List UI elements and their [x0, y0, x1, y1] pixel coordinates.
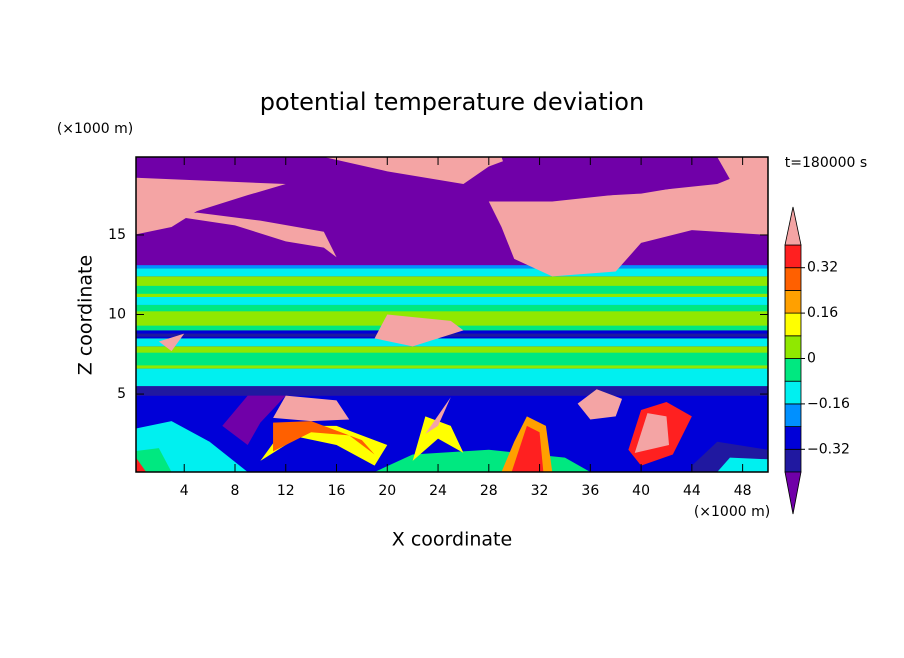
time-label: t=180000 s	[785, 155, 867, 171]
colorbar-tick-label: 0.32	[807, 260, 838, 276]
colorbar-arrow-bottom	[784, 471, 802, 515]
x-tick-label: 16	[328, 483, 346, 499]
contour-region	[511, 425, 544, 472]
contour-band	[136, 338, 768, 347]
contour-band	[136, 297, 768, 305]
x-tick-label: 36	[581, 483, 599, 499]
colorbar-box	[784, 380, 802, 405]
contour-band	[136, 352, 768, 366]
colorbar-tick-label: −0.32	[807, 441, 850, 457]
contour-region	[425, 397, 451, 434]
colorbar-tick-label: −0.16	[807, 396, 850, 412]
colorbar-box	[784, 289, 802, 314]
contour-region	[501, 157, 718, 199]
chart-title: potential temperature deviation	[260, 88, 644, 116]
contour-region	[634, 413, 670, 453]
colorbar-tick-label: 0.16	[807, 305, 838, 321]
colorbar-box	[784, 244, 802, 269]
contour-field	[136, 157, 768, 472]
contour-band	[136, 333, 768, 337]
contour-band	[136, 265, 768, 269]
contour-region	[273, 395, 350, 422]
y-tick-label: 15	[108, 227, 126, 243]
colorbar-box	[784, 403, 802, 427]
y-axis-label: Z coordinate	[75, 255, 97, 375]
x-tick-label: 48	[734, 483, 752, 499]
contour-region	[577, 389, 623, 420]
colorbar-box	[784, 448, 802, 473]
x-tick-label: 20	[378, 483, 396, 499]
contour-region	[374, 314, 464, 347]
contour-region	[171, 212, 337, 258]
x-tick-label: 40	[632, 483, 650, 499]
contour-band	[136, 311, 768, 326]
x-tick-label: 8	[231, 483, 240, 499]
x-axis-label: X coordinate	[392, 529, 512, 551]
colorbar-box	[784, 335, 802, 359]
colorbar-box	[784, 358, 802, 382]
x-tick-label: 32	[531, 483, 549, 499]
x-unit: (×1000 m)	[694, 504, 770, 520]
x-tick-label: 12	[277, 483, 295, 499]
contour-band	[136, 268, 768, 277]
contour-region	[136, 448, 172, 472]
colorbar-box	[784, 426, 802, 450]
contour-region	[717, 157, 768, 180]
colorbar-arrow-top	[784, 206, 802, 246]
contour-band	[136, 368, 768, 387]
colorbar-tick-label: 0	[807, 351, 816, 367]
contour-region	[222, 395, 286, 445]
x-tick-label: 4	[180, 483, 189, 499]
x-tick-label: 44	[683, 483, 701, 499]
contour-region	[136, 157, 515, 185]
y-tick-label: 5	[117, 386, 126, 402]
contour-region	[273, 421, 375, 455]
contour-band	[136, 285, 768, 294]
contour-region	[488, 163, 768, 277]
colorbar-box	[784, 312, 802, 337]
colorbar-box	[784, 267, 802, 291]
x-tick-label: 24	[429, 483, 447, 499]
contour-band	[136, 386, 768, 396]
y-unit: (×1000 m)	[57, 121, 133, 137]
contour-region	[158, 333, 185, 352]
y-tick-label: 10	[108, 307, 126, 323]
contour-region	[136, 457, 147, 472]
contour-region	[136, 177, 286, 235]
contour-region	[412, 416, 464, 461]
x-tick-label: 28	[480, 483, 498, 499]
